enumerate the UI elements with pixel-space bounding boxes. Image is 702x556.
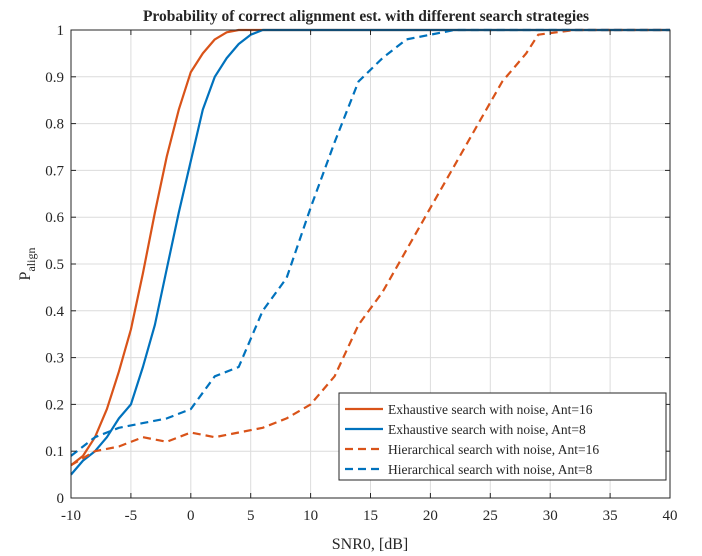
legend: Exhaustive search with noise, Ant=16 Exha… (338, 392, 667, 481)
x-tick-label: 30 (543, 508, 558, 524)
y-tick-label: 0.9 (45, 70, 64, 86)
x-axis-label: SNR0, [dB] (332, 536, 408, 553)
y-tick-label: 0.6 (45, 210, 64, 226)
y-tick-label: 0.4 (45, 304, 64, 320)
series-line-4 (70, 28, 670, 457)
x-tick-label: -10 (61, 508, 81, 524)
y-axis-label-subscript: align (24, 248, 38, 272)
svg-text:Palign: Palign (17, 248, 38, 281)
series-line-3 (70, 28, 670, 467)
y-axis-label-main: P (17, 271, 34, 280)
series-line-1 (70, 28, 670, 467)
x-tick-label: 10 (303, 508, 318, 524)
y-axis-label: Palign (17, 248, 38, 281)
x-tick-labels: -10 -5 0 5 10 15 20 25 30 35 40 (61, 508, 678, 524)
y-tick-label: 0.1 (45, 444, 64, 460)
x-tick-label: -5 (125, 508, 138, 524)
x-tick-label: 15 (363, 508, 378, 524)
x-tick-label: 20 (423, 508, 438, 524)
x-tick-label: 40 (663, 508, 678, 524)
legend-box (338, 392, 667, 481)
legend-label-4: Hierarchical search with noise, Ant=8 (388, 462, 593, 477)
y-tick-labels: 0 0.1 0.2 0.3 0.4 0.5 0.6 0.7 0.8 0.9 1 (45, 23, 64, 507)
x-tick-label: 25 (483, 508, 498, 524)
x-tick-label: 5 (247, 508, 255, 524)
legend-label-2: Exhaustive search with noise, Ant=8 (388, 422, 586, 437)
y-tick-label: 1 (57, 23, 65, 39)
y-tick-label: 0.7 (45, 163, 64, 179)
y-tick-label: 0.8 (45, 117, 64, 133)
y-tick-label: 0.2 (45, 397, 64, 413)
tick-marks (70, 29, 671, 499)
y-tick-label: 0 (57, 491, 65, 507)
chart-title: Probability of correct alignment est. wi… (143, 8, 589, 25)
series-group (70, 28, 670, 476)
legend-label-3: Hierarchical search with noise, Ant=16 (388, 442, 599, 457)
x-tick-label: 35 (603, 508, 618, 524)
x-tick-label: 0 (187, 508, 195, 524)
y-tick-label: 0.5 (45, 257, 64, 273)
legend-label-1: Exhaustive search with noise, Ant=16 (388, 402, 593, 417)
y-tick-label: 0.3 (45, 351, 64, 367)
series-line-2 (70, 28, 670, 476)
